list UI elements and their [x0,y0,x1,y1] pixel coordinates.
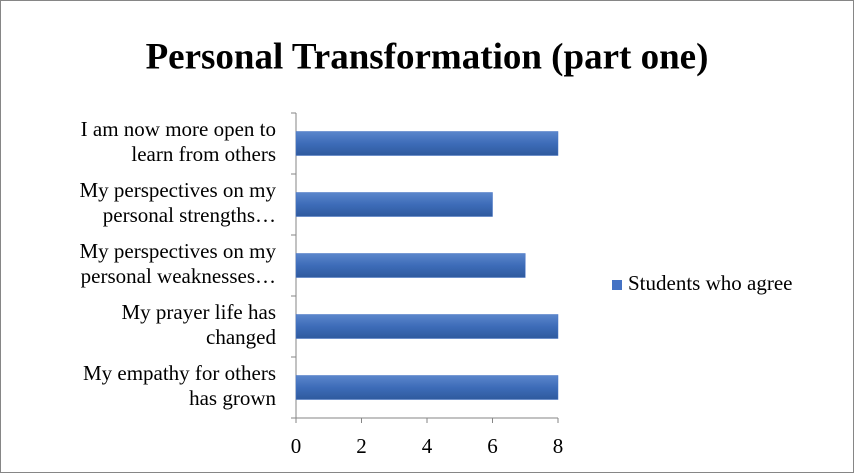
bar [295,192,493,217]
x-tick-label: 0 [291,434,302,458]
bar [295,253,526,278]
legend-swatch [612,280,622,290]
chart-title: Personal Transformation (part one) [146,36,709,77]
bar [295,375,559,400]
legend-label: Students who agree [628,271,792,295]
bar [295,131,559,156]
x-tick-label: 4 [422,434,433,458]
x-tick-label: 6 [487,434,498,458]
category-label: My perspectives on my personal strengths… [79,178,276,227]
bar [295,314,559,339]
x-tick-label: 2 [356,434,367,458]
x-tick-label: 8 [553,434,564,458]
category-label: My prayer life has changed [121,300,276,349]
category-label: My perspectives on my personal weaknesses… [79,239,276,288]
category-label: My empathy for others has grown [83,361,277,410]
category-label: I am now more open to learn from others [81,117,276,166]
